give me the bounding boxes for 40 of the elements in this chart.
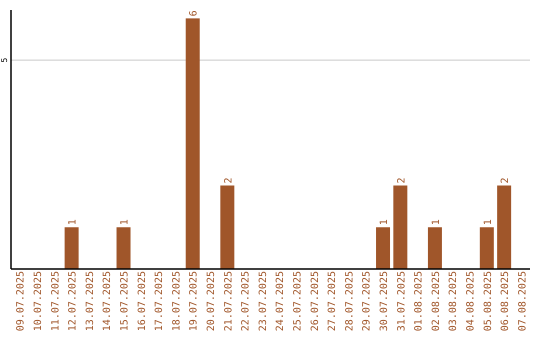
x-tick-label: 29.07.2025 — [362, 271, 373, 332]
x-tick-label: 02.08.2025 — [430, 271, 442, 332]
data-label: 2 — [500, 177, 512, 184]
data-label: 1 — [120, 219, 131, 226]
x-tick-label: 19.07.2025 — [188, 271, 200, 332]
x-tick-label: 18.07.2025 — [171, 271, 182, 332]
x-tick-label: 12.07.2025 — [68, 271, 79, 332]
x-tick-label: 15.07.2025 — [119, 271, 130, 332]
data-label: 1 — [482, 219, 494, 226]
x-tick-label: 20.07.2025 — [206, 271, 217, 332]
x-tick-label: 14.07.2025 — [102, 271, 114, 332]
x-tick-label: 04.08.2025 — [465, 271, 476, 332]
x-tick-label: 06.08.2025 — [500, 271, 512, 332]
data-label: 1 — [430, 219, 442, 226]
data-label: 1 — [379, 219, 390, 226]
x-tick-label: 27.07.2025 — [327, 271, 338, 332]
x-tick-label: 09.07.2025 — [16, 271, 27, 332]
data-label: 1 — [68, 219, 79, 226]
data-label: 2 — [223, 177, 234, 184]
data-label: 2 — [396, 177, 408, 184]
x-tick-label: 10.07.2025 — [32, 271, 44, 332]
x-tick-label: 21.07.2025 — [223, 271, 234, 332]
x-tick-label: 07.08.2025 — [517, 271, 528, 332]
x-tick-label: 22.07.2025 — [240, 271, 252, 332]
x-tick-label: 25.07.2025 — [292, 271, 304, 332]
x-tick-label: 17.07.2025 — [154, 271, 166, 332]
x-tick-label: 31.07.2025 — [396, 271, 408, 332]
y-tick-label: 5 — [0, 58, 9, 63]
x-tick-label: 30.07.2025 — [378, 271, 390, 332]
x-tick-label: 13.07.2025 — [84, 271, 96, 332]
x-tick-label: 24.07.2025 — [275, 271, 286, 332]
x-tick-label: 01.08.2025 — [414, 271, 425, 332]
x-tick-label: 05.08.2025 — [482, 271, 494, 332]
x-tick-label: 28.07.2025 — [344, 271, 356, 332]
x-tick-label: 16.07.2025 — [136, 271, 148, 332]
x-tick-label: 11.07.2025 — [50, 271, 62, 332]
x-tick-label: 03.08.2025 — [448, 271, 460, 332]
data-label: 6 — [188, 10, 200, 16]
x-tick-label: 23.07.2025 — [258, 271, 269, 332]
x-tick-label: 26.07.2025 — [310, 271, 321, 332]
